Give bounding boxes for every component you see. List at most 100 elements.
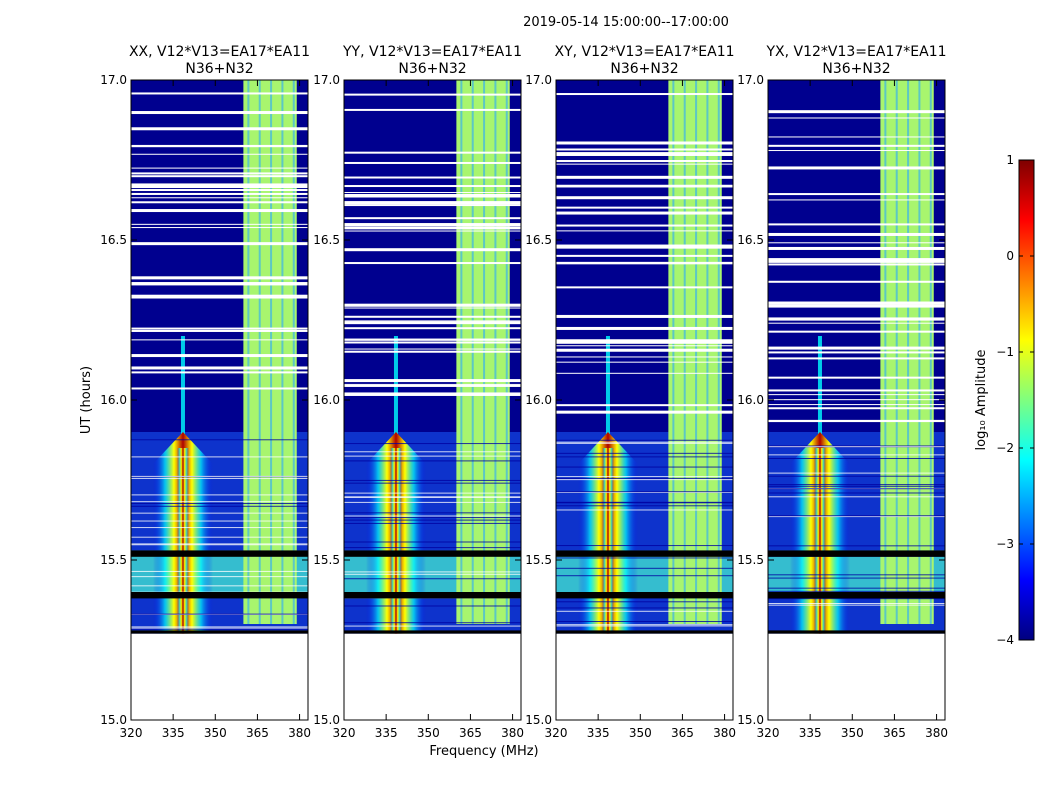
- stripe-line: [131, 439, 308, 441]
- gap-line: [344, 262, 521, 265]
- panel-title-line2: N36+N32: [185, 61, 253, 77]
- colorbar-tick-label: −3: [996, 537, 1014, 551]
- gap-line: [344, 321, 521, 325]
- gap-line: [556, 348, 733, 352]
- gap-line: [131, 192, 308, 195]
- stripe-line: [556, 439, 733, 441]
- stripe-line: [768, 598, 945, 600]
- gap-line: [768, 301, 945, 304]
- stripe-line: [131, 520, 308, 522]
- panel-title-line2: N36+N32: [822, 61, 890, 77]
- gap-line: [556, 326, 733, 330]
- colorbar-tick-label: 0: [1006, 249, 1014, 263]
- gap-line: [131, 197, 308, 199]
- line-upper: [393, 336, 398, 448]
- gap-line: [131, 227, 308, 229]
- gap-line: [768, 302, 945, 305]
- gap-line: [556, 339, 733, 343]
- gap-line: [556, 230, 733, 232]
- x-tick-label: 320: [757, 726, 780, 740]
- gap-line: [344, 192, 521, 194]
- stripe-line: [768, 496, 945, 498]
- gap-line: [131, 354, 308, 358]
- gap-line: [344, 217, 521, 220]
- panel-title-line1: XY, V12*V13=EA17*EA11: [554, 44, 734, 60]
- gap-line: [556, 148, 733, 151]
- x-tick-label: 320: [333, 726, 356, 740]
- gap-line: [344, 223, 521, 227]
- gap-line: [768, 263, 945, 266]
- gap-line: [344, 195, 521, 198]
- gap-line: [768, 242, 945, 244]
- gap-line: [768, 318, 945, 321]
- gap-line: [556, 224, 733, 227]
- gap-line: [768, 150, 945, 152]
- x-tick-label: 365: [459, 726, 482, 740]
- stripe-line: [556, 502, 733, 504]
- stripe-line: [556, 452, 733, 454]
- stripe-line: [344, 492, 521, 494]
- stripe-line: [344, 496, 521, 498]
- stripe-line: [131, 613, 308, 615]
- stripe-line: [768, 587, 945, 589]
- gap-line: [131, 296, 308, 299]
- gap-line: [556, 160, 733, 163]
- gap-line: [556, 211, 733, 215]
- y-tick-label: 16.5: [737, 233, 764, 247]
- rfi-band-stripe: [672, 80, 675, 624]
- stripe-line: [768, 492, 945, 494]
- gap-line: [344, 315, 521, 318]
- gap-line: [344, 307, 521, 309]
- gap-line: [344, 384, 521, 387]
- gap-line: [344, 194, 521, 197]
- stripe-line: [556, 491, 733, 493]
- gap-line: [344, 204, 521, 207]
- stripe-line: [344, 479, 521, 481]
- gap-line: [131, 111, 308, 115]
- rfi-band-stripe: [683, 80, 686, 624]
- gap-line: [344, 185, 521, 188]
- stripe-line: [344, 515, 521, 517]
- gap-line: [131, 92, 308, 95]
- gap-line: [131, 366, 308, 370]
- line-core: [601, 448, 614, 634]
- gap-line: [768, 144, 945, 147]
- stripe-line: [768, 545, 945, 547]
- panel-4: 320 335 350 365 380 15.0 15.5 16.0 16.5 17.0YX, V…: [737, 44, 948, 740]
- y-tick-label: 15.5: [313, 553, 340, 567]
- gap-line: [556, 316, 733, 318]
- stripe-line: [768, 446, 945, 448]
- x-tick-label: 350: [204, 726, 227, 740]
- gap-line: [131, 371, 308, 374]
- stripe-line: [556, 491, 733, 493]
- stripe-line: [556, 441, 733, 443]
- x-tick-label: 365: [671, 726, 694, 740]
- colorbar: log₁₀ Amplitude 1 0 −1 −2 −3 −4: [974, 153, 1035, 647]
- stripe-line: [556, 479, 733, 481]
- gap-line: [344, 303, 521, 307]
- stripe-line: [768, 454, 945, 456]
- gap-line: [344, 201, 521, 205]
- stripe-line: [556, 466, 733, 468]
- gap-line: [556, 184, 733, 186]
- x-tick-label: 350: [629, 726, 652, 740]
- x-axis-label: Frequency (MHz): [429, 744, 538, 759]
- gap-line: [131, 282, 308, 286]
- gap-line: [556, 245, 733, 249]
- x-tick-label: 335: [799, 726, 822, 740]
- rfi-band-stripe: [258, 80, 261, 624]
- gap-line: [556, 175, 733, 179]
- stripe-line: [344, 625, 521, 627]
- x-tick-label: 380: [288, 726, 311, 740]
- gap-line: [556, 185, 733, 188]
- gap-line: [131, 153, 308, 155]
- flag-band: [344, 592, 521, 599]
- stripe-line: [131, 527, 308, 529]
- stripe-line: [768, 488, 945, 490]
- gap-line: [344, 392, 521, 396]
- gap-line: [556, 345, 733, 347]
- y-tick-label: 16.5: [525, 233, 552, 247]
- gap-line: [131, 282, 308, 284]
- stripe-line: [131, 576, 308, 578]
- line-core: [813, 448, 826, 634]
